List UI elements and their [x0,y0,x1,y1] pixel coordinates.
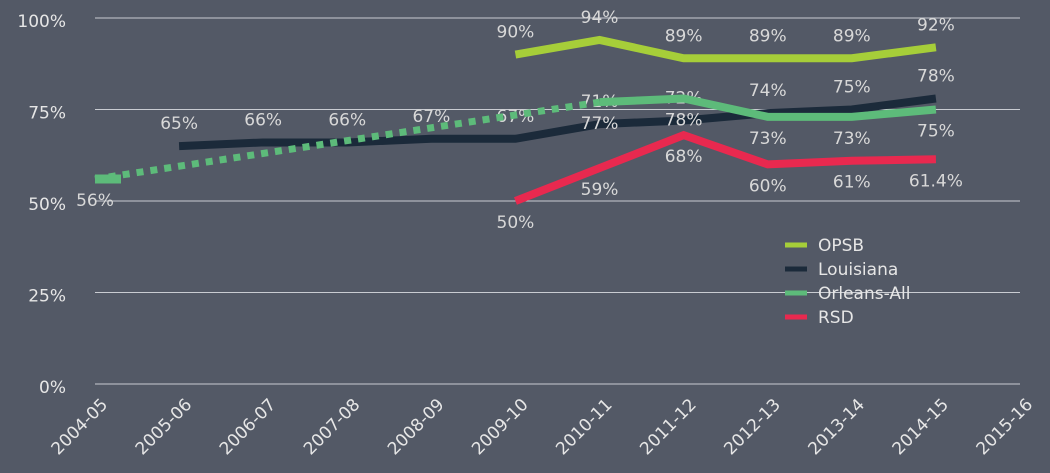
legend-label: Orleans-All [818,284,910,304]
value-label: 92% [917,15,955,35]
value-label: 78% [917,67,955,87]
x-tick-label: 2010-11 [552,395,616,459]
value-label: 74% [749,81,787,101]
series-line [599,94,937,121]
x-tick-label: 2011-12 [636,395,700,459]
legend-label: RSD [818,308,854,328]
value-label: 66% [328,110,366,130]
value-label: 77% [581,114,619,134]
x-tick-label: 2004-05 [48,395,112,459]
series-line [514,35,937,63]
series-line [178,94,937,151]
value-label: 89% [833,26,871,46]
gap-line [94,98,601,183]
value-label: 75% [917,122,955,142]
y-tick-label: 0% [39,378,66,398]
y-tick-label: 25% [28,287,66,307]
legend-label: OPSB [818,236,864,256]
y-tick-label: 100% [17,12,66,32]
value-label: 67% [412,107,450,127]
x-tick-label: 2005-06 [132,395,196,459]
value-label: 89% [665,26,703,46]
y-tick-label: 75% [28,104,66,124]
value-label: 56% [76,191,114,211]
value-label: 73% [833,129,871,149]
value-label: 90% [497,23,535,43]
value-label: 94% [581,8,619,28]
x-tick-label: 2009-10 [468,395,532,459]
value-label: 68% [665,147,703,167]
value-label: 61% [833,173,871,193]
value-label: 59% [581,180,619,200]
series-line [513,130,936,205]
x-tick-label: 2012-13 [720,395,784,459]
x-tick-label: 2007-08 [300,395,364,459]
x-tick-label: 2015-16 [973,395,1037,459]
y-tick-label: 50% [28,195,66,215]
value-label: 65% [160,114,198,134]
value-label: 60% [749,176,787,196]
value-label: 89% [749,26,787,46]
value-label: 66% [244,110,282,130]
legend-label: Louisiana [818,260,898,280]
x-tick-label: 2008-09 [384,395,448,459]
value-label: 78% [665,111,703,131]
value-label: 73% [749,129,787,149]
x-tick-label: 2014-15 [889,395,953,459]
x-tick-label: 2006-07 [216,395,280,459]
value-label: 75% [833,78,871,98]
value-label: 61.4% [909,171,963,191]
x-tick-label: 2013-14 [805,395,869,459]
value-label: 50% [497,213,535,233]
